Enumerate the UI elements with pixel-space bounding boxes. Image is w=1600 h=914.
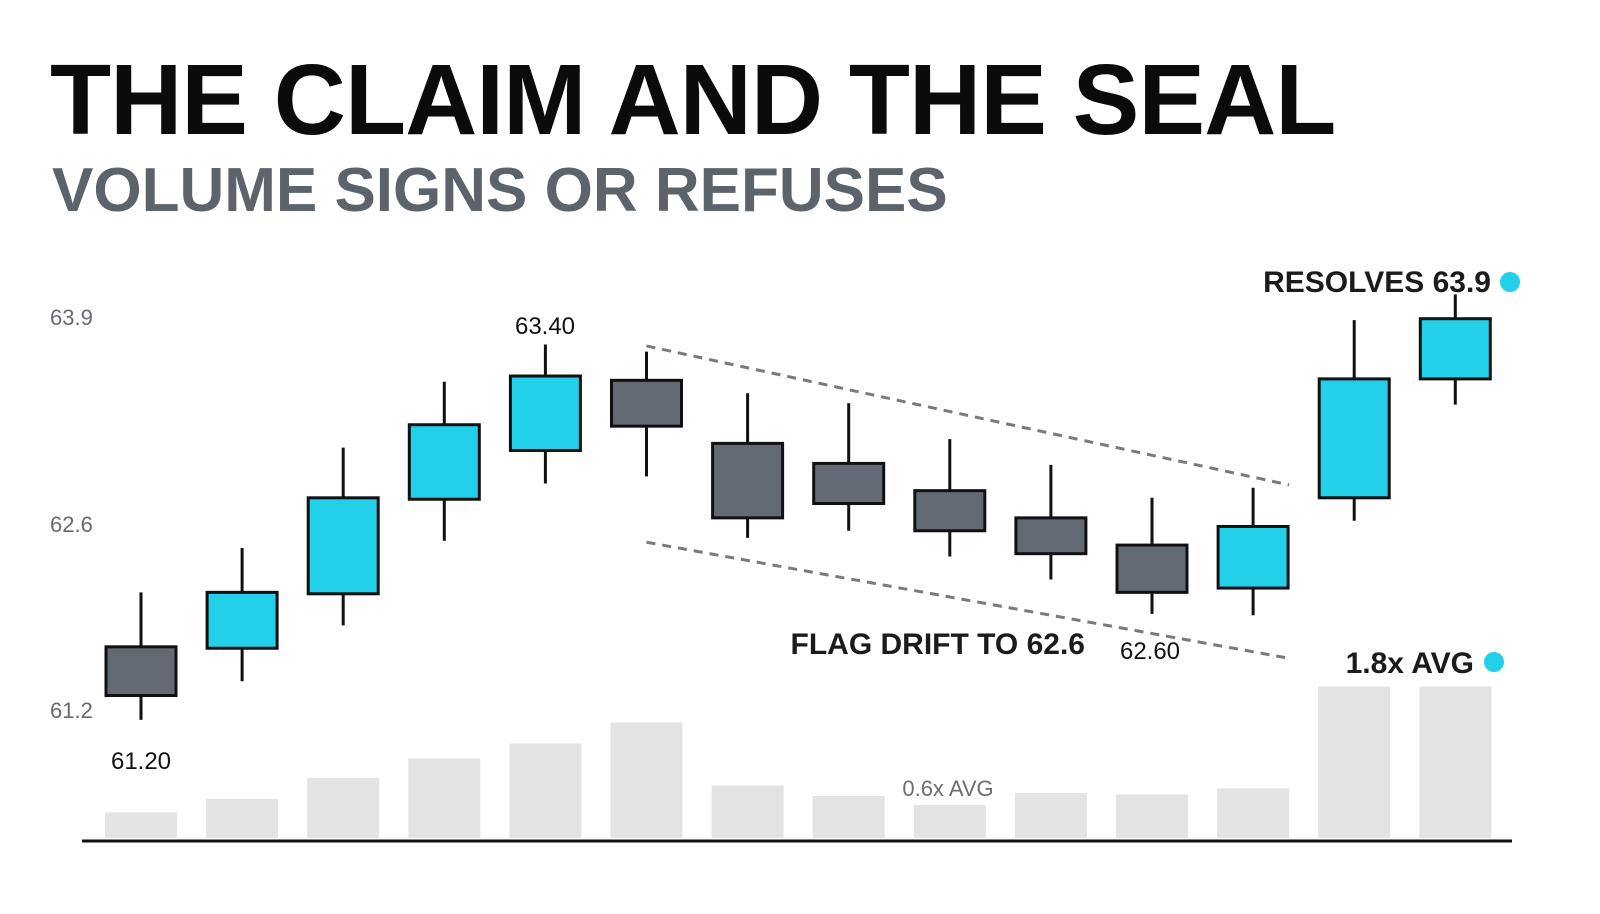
volume-bar <box>913 805 986 838</box>
volume-bar <box>1318 686 1391 838</box>
candle-body <box>1216 524 1290 590</box>
volume-bar <box>1217 788 1290 838</box>
bearish-candle <box>1115 497 1189 614</box>
volume-bar <box>509 743 582 838</box>
candle-body <box>610 378 683 428</box>
candle-body <box>104 645 178 698</box>
volume-low-annotation: 0.6x AVG <box>902 776 993 801</box>
candle-body <box>508 374 582 453</box>
y-tick-label: 63.9 <box>50 305 93 330</box>
candle-body <box>913 489 987 533</box>
chart-title: THE CLAIM AND THE SEAL <box>50 44 1336 156</box>
bearish-candle <box>1014 464 1088 580</box>
bearish-candle <box>812 403 886 531</box>
candle-body <box>407 423 481 501</box>
flag-channel-lower-line <box>646 540 1290 660</box>
candle-body <box>1418 317 1492 381</box>
bearish-candle <box>610 351 683 477</box>
flag-channel <box>646 344 1290 660</box>
bullish-candle <box>205 547 279 682</box>
bullish-candle <box>508 344 582 484</box>
volume-bar <box>105 812 177 838</box>
volume-bars <box>105 686 1492 838</box>
candle-body <box>1317 377 1391 500</box>
resolves-annotation: RESOLVES 63.9 <box>1263 266 1491 299</box>
bearish-candle <box>913 439 987 557</box>
bullish-candle <box>407 381 481 541</box>
volume-bar <box>610 722 683 838</box>
bullish-candle <box>1317 320 1391 521</box>
volume-bar <box>711 785 784 838</box>
y-tick-label: 61.2 <box>50 698 93 723</box>
chart-subtitle: VOLUME SIGNS OR REFUSES <box>52 156 948 225</box>
y-tick-label: 62.6 <box>50 512 93 537</box>
bearish-candle <box>104 592 178 720</box>
price-label-low: 61.20 <box>111 748 171 775</box>
price-label-high: 63.40 <box>515 313 575 340</box>
flag-annotation: FLAG DRIFT TO 62.6 <box>791 628 1085 661</box>
candle-body <box>711 441 785 520</box>
bullish-candle <box>1418 294 1492 405</box>
volume-bar <box>1419 686 1492 838</box>
volume-bar <box>206 799 279 838</box>
volume-high-annotation: 1.8x AVG <box>1346 647 1474 680</box>
flag-channel-upper-line <box>646 344 1290 487</box>
candle-body <box>306 496 380 596</box>
bullish-candle <box>306 447 380 626</box>
candle-body <box>1014 516 1088 556</box>
volume-bar <box>812 796 885 838</box>
volume-bar <box>307 778 380 838</box>
candle-body <box>812 461 886 506</box>
bullish-candle <box>1216 487 1290 616</box>
candle-body <box>1115 543 1189 594</box>
candle-body <box>205 590 279 650</box>
volume-bar <box>1014 793 1087 838</box>
volume-dot-icon <box>1484 652 1504 672</box>
volume-bar <box>408 758 481 838</box>
price-label-flag-low: 62.60 <box>1120 638 1180 665</box>
resolves-dot-icon <box>1500 272 1520 292</box>
volume-bar <box>1116 794 1188 838</box>
bearish-candle <box>711 393 785 538</box>
candles <box>104 294 1492 720</box>
